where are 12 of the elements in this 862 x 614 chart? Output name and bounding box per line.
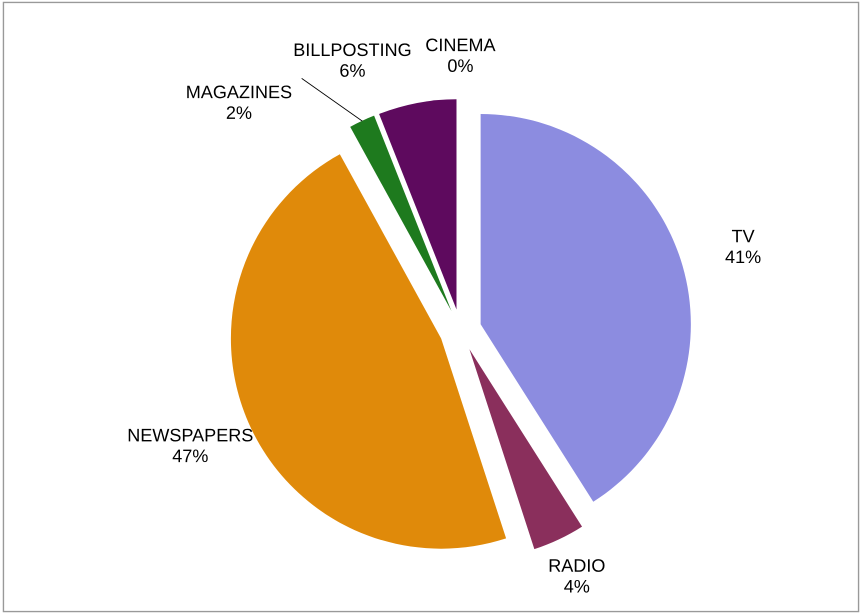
slice-label: MAGAZINES <box>187 86 292 98</box>
slice-label: RADIO <box>550 559 605 572</box>
data-label: 47% <box>172 450 208 462</box>
slice-label: BILLPOSTING <box>294 43 410 56</box>
text: 0% <box>448 59 473 72</box>
data-label: 41% <box>725 250 761 264</box>
slice-label: NEWSPAPERS <box>128 428 253 442</box>
data-label: 6% <box>340 64 365 77</box>
category-label: CINEMA <box>426 38 496 52</box>
slice-label: TV <box>732 230 755 242</box>
data-label: 4% <box>564 580 590 593</box>
data-label: 2% <box>226 106 252 119</box>
